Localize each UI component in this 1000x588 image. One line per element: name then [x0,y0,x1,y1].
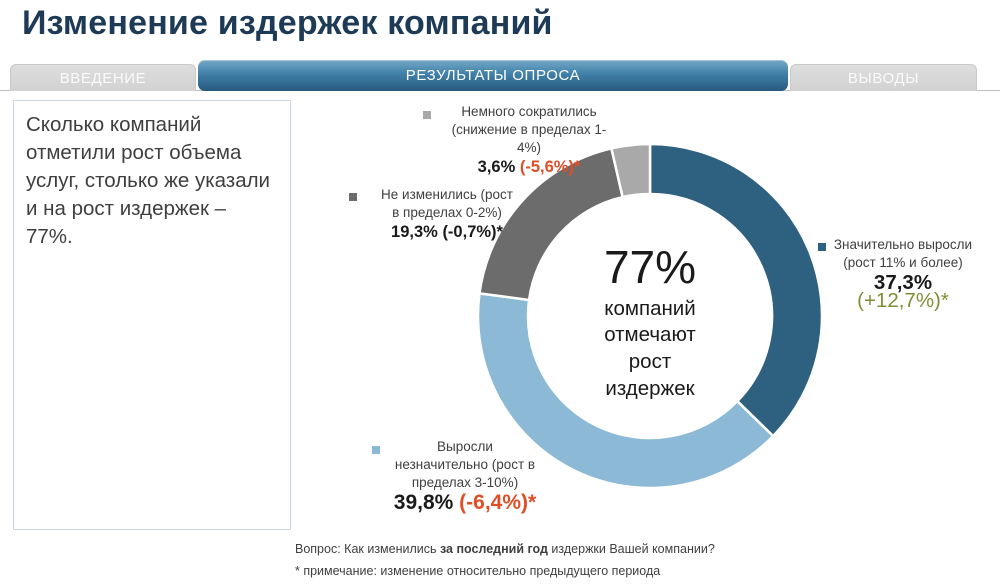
tab-rezultaty-oprosa[interactable]: РЕЗУЛЬТАТЫ ОПРОСА [198,60,788,91]
summary-text: Сколько компаний отметили рост объема ус… [26,113,271,248]
legend-marker-ne-izmenilis [349,193,357,201]
segment-change: (-0,7%)* [442,223,503,241]
segment-value: 3,6% [477,158,516,176]
tab-vyvody[interactable]: ВЫВОДЫ [790,64,977,91]
tab-label: ВЫВОДЫ [847,69,920,87]
annotation-label-line: в пределах 0-2%) [392,205,502,220]
legend-marker-nemnogo-sokratilis [423,111,431,119]
annotation-znachitelno-vyrosli: Значительно выросли (рост 11% и более) 3… [831,236,975,312]
annotation-label-line: (рост 11% и более) [843,255,963,270]
donut-center-value: 77% [603,241,697,293]
donut-center-label: 77% компаний отмечают рост издержек [585,242,715,402]
annotation-vyrosli-neznachitelno: Выросли незначительно (рост в пределах 3… [381,438,549,514]
tab-label: ВВЕДЕНИЕ [59,69,147,87]
segment-value: 37,3% [873,271,933,294]
tab-vvedenie[interactable]: ВВЕДЕНИЕ [10,64,196,91]
annotation-ne-izmenilis: Не изменились (рост в пределах 0-2%) 19,… [366,186,528,241]
donut-center-caption: компаний отмечают рост издержек [604,296,696,400]
annotation-label-line: Выросли [437,439,493,454]
donut-segment-3 [609,142,652,199]
annotation-value-line: 37,3% (+12,7%)* [831,271,975,312]
donut-segment-1 [476,291,775,490]
donut-segment-0 [648,142,824,438]
segment-value: 19,3% [391,223,438,241]
segment-value: 39,8% [393,491,454,514]
annotation-label-line: Значительно выросли [833,237,973,252]
annotation-label-line: Немного сократились [461,104,597,119]
annotation-value-line: 39,8% (-6,4%)* [381,491,549,514]
tab-label: РЕЗУЛЬТАТЫ ОПРОСА [405,67,581,84]
annotation-value-line: 3,6% (-5,6%)* [440,158,618,176]
footnote-question: Вопрос: Как изменились за последний год … [295,542,715,556]
annotation-label-line: Не изменились (рост [381,187,513,202]
annotation-label-line: незначительно (рост в [394,457,536,472]
annotation-label-line: (снижение в пределах 1-4%) [451,122,607,155]
page-title: Изменение издержек компаний [22,4,553,42]
footnote-question-bold: за последний год [440,542,548,556]
legend-marker-vyrosli-neznachitelno [372,446,380,454]
annotation-label-line: пределах 3-10%) [411,475,519,490]
segment-change: (+12,7%)* [857,289,949,312]
annotation-nemnogo-sokratilis: Немного сократились (снижение в пределах… [440,103,618,176]
footnotes: Вопрос: Как изменились за последний год … [295,538,715,582]
annotation-value-line: 19,3% (-0,7%)* [366,223,528,241]
legend-marker-znachitelno-vyrosli [818,243,826,251]
segment-change: (-5,6%)* [519,158,581,176]
footnote-note: * примечание: изменение относительно пре… [295,564,661,578]
segment-change: (-6,4%)* [459,491,537,514]
summary-callout-box: Сколько компаний отметили рост объема ус… [13,100,291,530]
